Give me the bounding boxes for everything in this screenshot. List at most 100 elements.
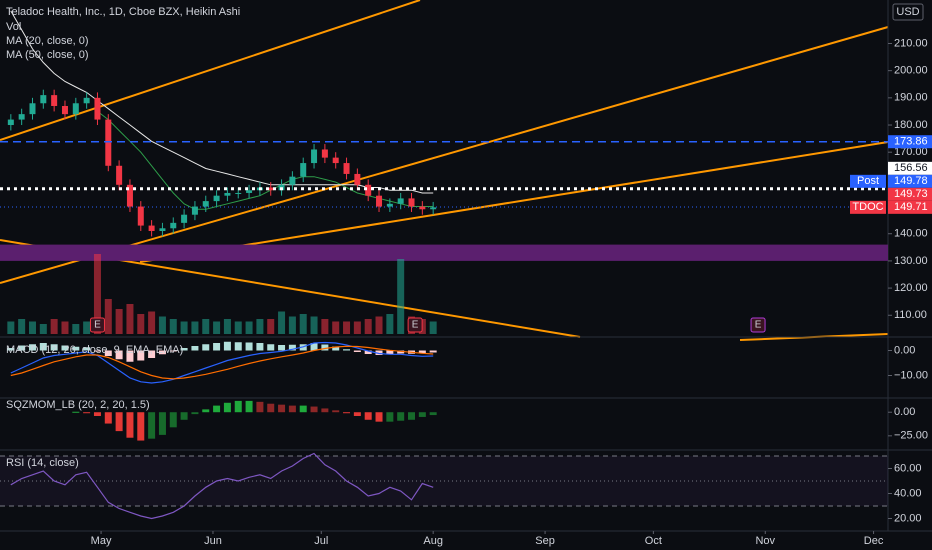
price-label: 149.71 — [894, 201, 928, 213]
candle-body — [267, 187, 274, 191]
x-tick-label: May — [91, 535, 112, 547]
histogram-bar — [429, 350, 437, 353]
volume-bar — [7, 321, 15, 334]
volume-bar — [223, 319, 231, 334]
histogram-bar — [137, 350, 145, 361]
volume-bar — [213, 321, 221, 334]
price-label: 149.78 — [894, 175, 928, 187]
y-tick-label: 20.00 — [894, 512, 922, 524]
y-tick-label: 110.00 — [894, 309, 927, 321]
candle-body — [289, 176, 296, 185]
histogram-bar — [397, 350, 405, 354]
histogram-bar — [104, 350, 112, 356]
candle-body — [181, 214, 188, 223]
legend-entry: MA (50, close, 0) — [6, 49, 89, 61]
momentum-bar — [332, 410, 340, 413]
trend-line — [0, 0, 421, 141]
momentum-bar — [288, 405, 296, 413]
price-label: 149.73 — [894, 188, 928, 200]
candle-body — [148, 225, 155, 232]
price-label: 173.86 — [894, 136, 928, 148]
volume-bar — [115, 309, 123, 334]
candle-body — [408, 198, 415, 207]
volume-bar — [299, 314, 307, 334]
line-series — [10, 341, 434, 384]
volume-bar — [364, 319, 372, 334]
candle-body — [311, 149, 318, 164]
histogram-bar — [39, 343, 47, 351]
histogram-bar — [115, 350, 123, 360]
histogram-bar — [213, 343, 221, 351]
momentum-bar — [148, 412, 156, 439]
volume-bar — [28, 321, 36, 334]
y-tick-label: 0.00 — [894, 344, 915, 356]
candle-body — [126, 184, 133, 207]
pane-title: MACD (12, 26, close, 9, EMA, EMA) — [6, 344, 183, 356]
volume-bar — [343, 321, 351, 334]
y-tick-label: 200.00 — [894, 65, 928, 77]
candle-body — [419, 206, 426, 210]
momentum-bar — [408, 412, 416, 420]
candle-body — [61, 105, 68, 115]
histogram-bar — [321, 344, 329, 351]
candle-body — [365, 184, 372, 196]
event-marker — [407, 317, 423, 333]
y-tick-label: 130.00 — [894, 255, 928, 267]
momentum-bar — [397, 412, 405, 421]
momentum-bar — [83, 412, 91, 414]
line-series — [10, 452, 434, 520]
candle-body — [40, 95, 47, 104]
histogram-bar — [256, 343, 264, 351]
candle-body — [343, 163, 350, 174]
price-label-box — [888, 187, 932, 201]
candle-body — [18, 114, 25, 120]
candle-body — [224, 192, 231, 196]
y-tick-label: −10.00 — [894, 369, 928, 381]
price-name-box — [850, 200, 886, 214]
volume-bar — [158, 316, 166, 334]
price-name: Post — [857, 175, 879, 187]
momentum-bar — [364, 412, 372, 420]
price-label-box — [888, 200, 932, 214]
histogram-bar — [278, 345, 286, 351]
momentum-bar — [191, 412, 199, 415]
volume-bar — [126, 304, 134, 334]
histogram-bar — [386, 350, 394, 355]
candle-body — [137, 206, 144, 226]
x-tick-label: Oct — [645, 535, 662, 547]
currency[interactable]: USD — [896, 6, 919, 18]
y-tick-label: 60.00 — [894, 462, 922, 474]
volume-bar — [39, 324, 47, 334]
candle-body — [94, 97, 101, 120]
momentum-bar — [429, 412, 437, 416]
x-tick-label: Dec — [864, 535, 884, 547]
candle-body — [170, 222, 177, 229]
y-tick-label: 140.00 — [894, 228, 928, 240]
volume-bar — [72, 324, 80, 334]
volume-bar — [288, 316, 296, 334]
volume-bar — [321, 319, 329, 334]
chart-title: Teladoc Health, Inc., 1D, Cboe BZX, Heik… — [6, 6, 240, 18]
candle-body — [300, 163, 307, 177]
momentum-bar — [104, 412, 112, 424]
pane-title: SQZMOM_LB (20, 2, 20, 1.5) — [6, 399, 150, 411]
volume-bar — [202, 319, 210, 334]
candle-body — [116, 165, 123, 185]
volume-bar — [93, 254, 101, 334]
currency-box[interactable] — [892, 3, 924, 21]
volume-bar — [169, 319, 177, 334]
histogram-bar — [343, 349, 351, 351]
y-tick-label: 40.00 — [894, 487, 922, 499]
histogram-bar — [72, 346, 80, 351]
candle-body — [213, 195, 220, 202]
volume-bar — [104, 299, 112, 334]
price-label-box — [888, 135, 932, 149]
volume-bar — [397, 259, 405, 334]
trend-line — [139, 141, 889, 263]
momentum-bar — [72, 411, 80, 413]
momentum-bar — [310, 406, 318, 413]
histogram-bar — [245, 342, 253, 351]
histogram-bar — [267, 344, 275, 351]
